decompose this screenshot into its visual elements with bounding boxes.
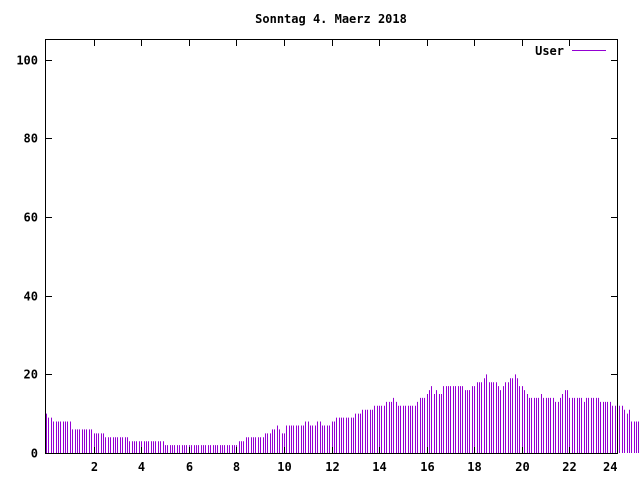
x-tick-label: 4: [138, 460, 145, 474]
legend: User: [535, 44, 606, 58]
x-tick-label: 8: [233, 460, 240, 474]
bars-layer: [46, 374, 639, 453]
plot-frame: [45, 39, 618, 454]
x-tick-label: 20: [515, 460, 529, 474]
x-tick-label: 18: [467, 460, 481, 474]
x-tick-label: 2: [91, 460, 98, 474]
y-tick-label: 80: [24, 132, 38, 146]
x-tick-label: 16: [420, 460, 434, 474]
legend-label-user: User: [535, 44, 564, 58]
y-tick-label: 60: [24, 211, 38, 225]
y-tick-label: 40: [24, 290, 38, 304]
chart-title: Sonntag 4. Maerz 2018: [255, 12, 407, 26]
y-tick-label: 0: [31, 447, 38, 461]
y-tick-label: 20: [24, 368, 38, 382]
y-tick-label: 100: [16, 54, 38, 68]
x-tick-label: 12: [325, 460, 339, 474]
x-tick-label: 24: [603, 460, 617, 474]
x-tick-label: 10: [277, 460, 291, 474]
x-tick-label: 14: [372, 460, 386, 474]
x-tick-label: 22: [562, 460, 576, 474]
x-tick-label: 6: [186, 460, 193, 474]
